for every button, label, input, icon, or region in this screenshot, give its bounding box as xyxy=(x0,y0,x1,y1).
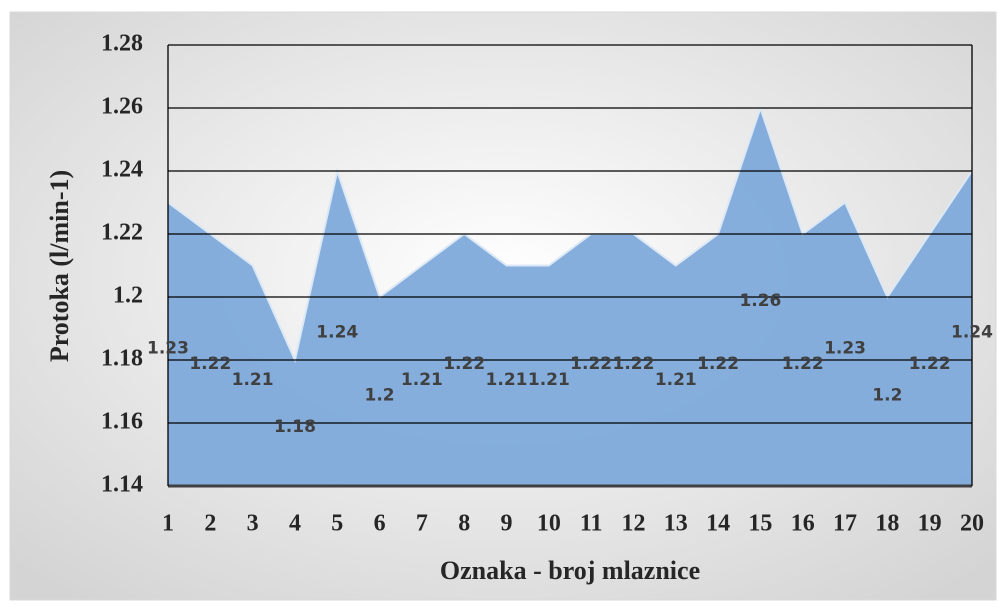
x-tick-label: 8 xyxy=(458,511,470,537)
data-label: 1.2 xyxy=(365,386,395,406)
data-label: 1.22 xyxy=(570,354,612,374)
data-label: 1.23 xyxy=(147,338,189,358)
y-tick-label: 1.2 xyxy=(113,283,143,309)
y-tick-label: 1.16 xyxy=(101,409,143,435)
data-label: 1.21 xyxy=(655,370,697,390)
y-tick-label: 1.18 xyxy=(101,346,143,372)
data-label: 1.18 xyxy=(274,417,316,437)
y-tick-label: 1.28 xyxy=(101,31,143,57)
data-label: 1.21 xyxy=(232,370,274,390)
x-tick-label: 6 xyxy=(374,511,386,537)
x-tick-label: 11 xyxy=(580,511,603,537)
data-label: 1.22 xyxy=(612,354,654,374)
data-label: 1.21 xyxy=(486,370,528,390)
x-tick-label: 5 xyxy=(331,511,343,537)
data-label: 1.22 xyxy=(189,354,231,374)
x-tick-label: 18 xyxy=(875,511,899,537)
data-label: 1.23 xyxy=(824,338,866,358)
data-label: 1.22 xyxy=(782,354,824,374)
data-label: 1.24 xyxy=(316,323,358,343)
y-tick-label: 1.14 xyxy=(101,472,143,498)
data-label: 1.22 xyxy=(697,354,739,374)
x-tick-label: 20 xyxy=(960,511,984,537)
y-axis-title: Protoka (l/min-1) xyxy=(45,170,74,362)
data-label: 1.2 xyxy=(872,386,902,406)
x-tick-label: 13 xyxy=(664,511,688,537)
x-tick-label: 10 xyxy=(537,511,561,537)
x-tick-label: 16 xyxy=(791,511,815,537)
data-label: 1.22 xyxy=(909,354,951,374)
x-tick-label: 4 xyxy=(289,511,301,537)
x-axis-title: Oznaka - broj mlaznice xyxy=(440,556,700,585)
data-label: 1.21 xyxy=(401,370,443,390)
data-label: 1.22 xyxy=(443,354,485,374)
data-label: 1.21 xyxy=(528,370,570,390)
x-tick-label: 1 xyxy=(162,511,174,537)
x-tick-label: 14 xyxy=(706,511,730,537)
x-tick-label: 3 xyxy=(247,511,259,537)
x-tick-label: 7 xyxy=(416,511,428,537)
x-tick-label: 15 xyxy=(748,511,772,537)
x-tick-label: 2 xyxy=(204,511,216,537)
area-edge xyxy=(167,104,973,364)
x-tick-label: 9 xyxy=(501,511,513,537)
y-tick-label: 1.26 xyxy=(101,94,143,120)
y-tick-label: 1.24 xyxy=(101,157,143,183)
x-tick-label: 17 xyxy=(833,511,857,537)
x-tick-label: 19 xyxy=(918,511,942,537)
data-label: 1.24 xyxy=(951,323,993,343)
y-tick-label: 1.22 xyxy=(101,220,143,246)
x-tick-label: 12 xyxy=(621,511,645,537)
data-label: 1.26 xyxy=(739,291,781,311)
